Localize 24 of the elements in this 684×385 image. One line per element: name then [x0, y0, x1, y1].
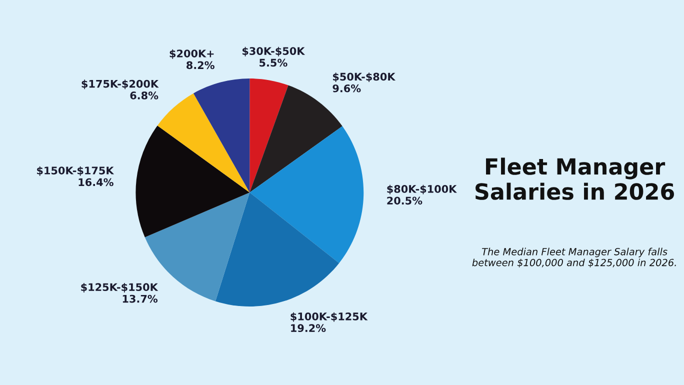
data-label: 13.7% — [122, 294, 158, 303]
slice-label: $175K-$200K — [82, 80, 159, 90]
text: The Median Fleet Manager Salary falls between $100,000 and $125,000 in 2026. — [472, 248, 676, 268]
slice-label: $50K-$80K — [332, 72, 396, 82]
data-label: 9.6% — [332, 84, 361, 92]
pie-slice — [215, 192, 340, 306]
pie-slice — [250, 126, 364, 264]
pie-slice — [136, 126, 250, 238]
data-label: 5.5% — [260, 58, 288, 67]
slice-label: $80K-$100K — [387, 184, 457, 194]
text: Fleet Manager Salaries in 2026 — [476, 158, 674, 200]
slice-label: $125K-$150K — [81, 282, 158, 292]
data-label: 6.8% — [130, 92, 158, 100]
pie-slice — [193, 78, 250, 192]
slice-label: $150K-$175K — [37, 166, 114, 176]
data-label: 16.4% — [78, 178, 114, 186]
slice-label: $200K+ — [170, 49, 214, 59]
data-label: 8.2% — [186, 61, 214, 70]
data-label: 19.2% — [291, 324, 326, 332]
pie-slice — [250, 78, 288, 192]
slice-label: $100K-$125K — [290, 312, 368, 322]
slice-label: $30K-$50K — [242, 46, 306, 56]
pie-slice — [157, 93, 250, 192]
data-label: 20.5% — [387, 196, 422, 205]
